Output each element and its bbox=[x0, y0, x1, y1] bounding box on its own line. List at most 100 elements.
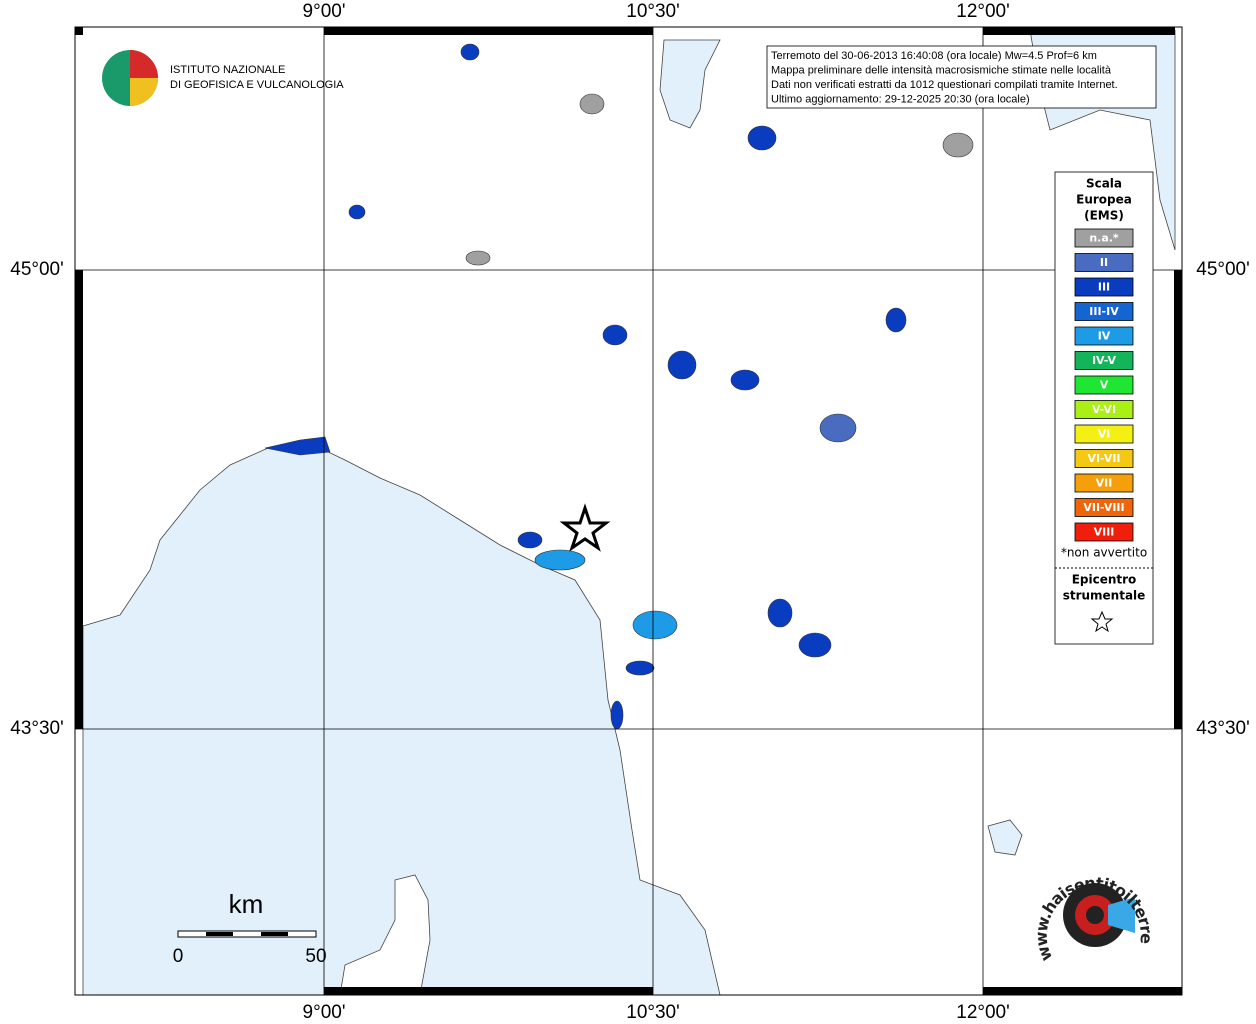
town bbox=[747, 125, 777, 151]
frame-bar bbox=[75, 270, 83, 729]
legend-note: *non avvertito bbox=[1061, 546, 1147, 560]
legend: ScalaEuropea(EMS)n.a.*IIIIIIII-IVIVIV-VV… bbox=[1061, 177, 1147, 603]
grid-labels: 9°00' 9°00' 10°30' 10°30' 12°00' 12°00' 45°00'… bbox=[10, 1, 1250, 1023]
legend-swatch bbox=[1074, 473, 1134, 493]
legend-title: Scala bbox=[1086, 177, 1122, 191]
legend-label: V-VI bbox=[1092, 403, 1116, 416]
lake bbox=[659, 39, 721, 129]
legend-label: n.a.* bbox=[1089, 232, 1119, 245]
info-line: Ultimo aggiornamento: 29-12-2025 20:30 (… bbox=[771, 93, 1030, 105]
town bbox=[625, 660, 655, 676]
frame-bar bbox=[1174, 270, 1182, 729]
legend-swatch bbox=[1074, 253, 1134, 272]
legend-star bbox=[1090, 610, 1114, 633]
legend-label: VI bbox=[1098, 428, 1111, 441]
towns bbox=[264, 43, 974, 730]
frame bbox=[74, 26, 1183, 996]
legend-label: VII bbox=[1096, 477, 1113, 490]
legend-label: IV-V bbox=[1092, 354, 1117, 367]
sea bbox=[82, 447, 721, 996]
scale-bar: km 0 50 bbox=[173, 889, 327, 967]
town bbox=[579, 93, 605, 115]
town bbox=[264, 436, 331, 456]
epicenter bbox=[559, 503, 611, 552]
scale-segment bbox=[261, 932, 288, 936]
town bbox=[602, 324, 628, 346]
legend-label: VIII bbox=[1094, 526, 1115, 539]
legend-label: VI-VII bbox=[1087, 452, 1120, 465]
legend-label: III bbox=[1098, 281, 1110, 294]
logo-segment bbox=[130, 78, 158, 106]
legend-swatch bbox=[1074, 375, 1134, 395]
lon-label: 12°00' bbox=[956, 1, 1010, 22]
lat-label: 43°30' bbox=[1196, 718, 1250, 739]
legend-swatch bbox=[1074, 326, 1134, 346]
legend-swatch bbox=[1074, 277, 1134, 297]
legend-label: VII-VIII bbox=[1083, 501, 1124, 514]
frame-bar bbox=[1174, 987, 1182, 995]
legend-swatch bbox=[1074, 449, 1134, 468]
town bbox=[632, 610, 678, 640]
town bbox=[819, 413, 857, 443]
legend-swatch bbox=[1074, 522, 1134, 542]
lat-label: 43°30' bbox=[10, 718, 64, 739]
legend-swatch bbox=[1074, 498, 1134, 517]
legend-title: (EMS) bbox=[1084, 209, 1124, 223]
legend-title: Europea bbox=[1076, 193, 1132, 207]
graticule bbox=[75, 27, 1182, 995]
info-line: Dati non verificati estratti da 1012 que… bbox=[771, 79, 1118, 91]
logo-circle bbox=[1086, 906, 1104, 924]
scale-segment bbox=[206, 932, 233, 936]
town bbox=[798, 632, 832, 658]
town bbox=[942, 132, 974, 158]
scale-unit: km bbox=[229, 889, 264, 919]
legend-epicenter: strumentale bbox=[1063, 589, 1146, 603]
legend-swatch bbox=[1074, 302, 1134, 321]
frame-bar bbox=[983, 987, 1175, 995]
town bbox=[767, 598, 793, 628]
logo-text: ISTITUTO NAZIONALE bbox=[170, 64, 285, 76]
lon-label: 10°30' bbox=[626, 1, 680, 22]
info-line: Mappa preliminare delle intensità macros… bbox=[771, 64, 1112, 76]
legend-swatch bbox=[1074, 400, 1134, 419]
frame-bar bbox=[324, 987, 653, 995]
lat-label: 45°00' bbox=[1196, 259, 1250, 280]
scale-label: 0 bbox=[173, 946, 184, 967]
logo-segment bbox=[130, 50, 158, 78]
frame-bar bbox=[324, 27, 653, 35]
info-line: Terremoto del 30-06-2013 16:40:08 (ora l… bbox=[771, 50, 1097, 62]
lon-label: 10°30' bbox=[626, 1002, 680, 1023]
town bbox=[348, 204, 366, 220]
legend-label: IV bbox=[1098, 330, 1111, 343]
town bbox=[610, 700, 624, 730]
town bbox=[460, 43, 480, 61]
ingv-logo: ISTITUTO NAZIONALE DI GEOFISICA E VULCAN… bbox=[102, 50, 344, 106]
info-box bbox=[766, 45, 1157, 109]
logo-text: DI GEOFISICA E VULCANOLOGIA bbox=[170, 79, 344, 91]
legend-label: V bbox=[1100, 379, 1109, 392]
info-text: Terremoto del 30-06-2013 16:40:08 (ora l… bbox=[771, 50, 1118, 106]
town bbox=[885, 307, 907, 333]
frame-bar bbox=[983, 27, 1175, 35]
logo-speaker bbox=[1108, 897, 1135, 933]
lat-label: 45°00' bbox=[10, 259, 64, 280]
town bbox=[517, 531, 543, 549]
legend-swatch bbox=[1074, 228, 1134, 248]
legend-label: III-IV bbox=[1089, 305, 1119, 318]
legend-swatch bbox=[1074, 351, 1134, 370]
frame-bar bbox=[75, 27, 83, 35]
lon-label: 9°00' bbox=[303, 1, 346, 22]
scale-frame bbox=[177, 930, 317, 938]
legend-swatch bbox=[1074, 424, 1134, 444]
lon-label: 9°00' bbox=[303, 1002, 346, 1023]
town bbox=[465, 250, 491, 266]
town bbox=[730, 369, 760, 391]
scale-label: 50 bbox=[305, 946, 326, 967]
lon-label: 12°00' bbox=[956, 1002, 1010, 1023]
town bbox=[667, 350, 697, 380]
lake bbox=[987, 819, 1023, 856]
legend-label: II bbox=[1100, 256, 1108, 269]
legend-epicenter: Epicentro bbox=[1072, 573, 1137, 587]
town bbox=[534, 549, 586, 571]
